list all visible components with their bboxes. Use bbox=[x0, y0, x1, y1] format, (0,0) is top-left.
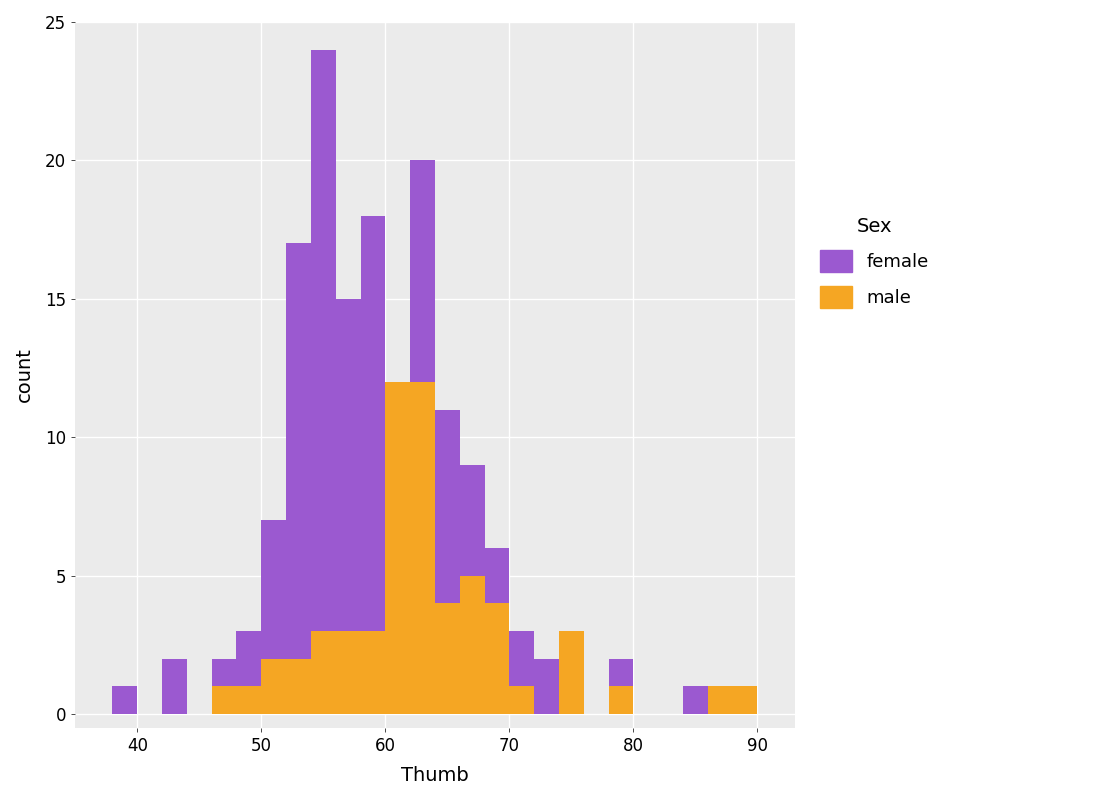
Bar bbox=[509, 686, 534, 714]
Bar bbox=[237, 631, 261, 714]
Bar bbox=[534, 658, 559, 714]
Bar bbox=[708, 686, 733, 714]
Bar bbox=[509, 631, 534, 714]
Bar bbox=[162, 658, 186, 714]
Y-axis label: count: count bbox=[15, 347, 34, 402]
Bar bbox=[113, 686, 137, 714]
Bar bbox=[485, 548, 509, 714]
Bar bbox=[385, 548, 410, 714]
Bar bbox=[261, 658, 286, 714]
Bar bbox=[410, 382, 434, 714]
Bar bbox=[485, 603, 509, 714]
Legend: female, male: female, male bbox=[811, 207, 938, 318]
X-axis label: Thumb: Thumb bbox=[402, 766, 468, 785]
Bar bbox=[361, 631, 385, 714]
Bar bbox=[385, 382, 410, 714]
Bar bbox=[460, 576, 485, 714]
Bar bbox=[559, 631, 584, 714]
Bar bbox=[733, 686, 757, 714]
Bar bbox=[310, 50, 336, 714]
Bar bbox=[434, 603, 460, 714]
Bar bbox=[708, 686, 733, 714]
Bar bbox=[733, 686, 757, 714]
Bar bbox=[286, 243, 310, 714]
Bar bbox=[609, 686, 633, 714]
Bar bbox=[410, 161, 434, 714]
Bar bbox=[336, 299, 361, 714]
Bar bbox=[237, 686, 261, 714]
Bar bbox=[310, 631, 336, 714]
Bar bbox=[460, 465, 485, 714]
Bar bbox=[434, 410, 460, 714]
Bar bbox=[212, 658, 237, 714]
Bar bbox=[261, 520, 286, 714]
Bar bbox=[361, 216, 385, 714]
Bar bbox=[609, 658, 633, 714]
Bar bbox=[683, 686, 708, 714]
Bar bbox=[212, 686, 237, 714]
Bar bbox=[286, 658, 310, 714]
Bar bbox=[336, 631, 361, 714]
